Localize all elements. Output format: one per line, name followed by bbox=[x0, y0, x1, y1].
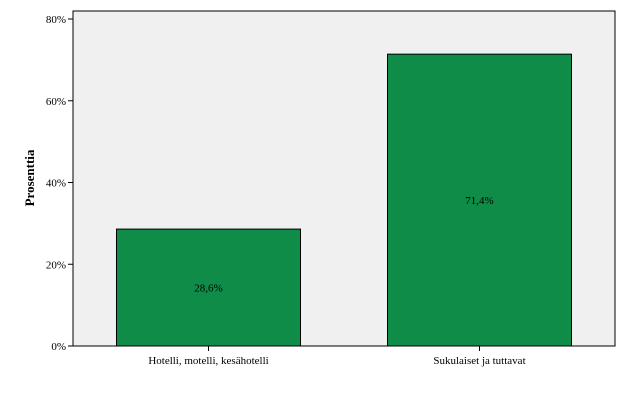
bar-1 bbox=[387, 53, 572, 347]
x-tick-label-0: Hotelli, motelli, kesähotelli bbox=[148, 355, 268, 367]
y-tick-label-4: 80% bbox=[46, 14, 66, 26]
bar-0 bbox=[116, 228, 301, 347]
bar-value-label-0: 28,6% bbox=[194, 283, 222, 295]
y-tick-label-0: 0% bbox=[51, 341, 66, 353]
bar-value-label-1: 71,4% bbox=[465, 195, 493, 207]
y-tick-label-2: 40% bbox=[46, 178, 66, 190]
y-tick-label-3: 60% bbox=[46, 96, 66, 108]
y-tick-label-1: 20% bbox=[46, 259, 66, 271]
x-tick-label-1: Sukulaiset ja tuttavat bbox=[433, 355, 525, 367]
y-axis-label: Prosenttia bbox=[22, 149, 37, 206]
